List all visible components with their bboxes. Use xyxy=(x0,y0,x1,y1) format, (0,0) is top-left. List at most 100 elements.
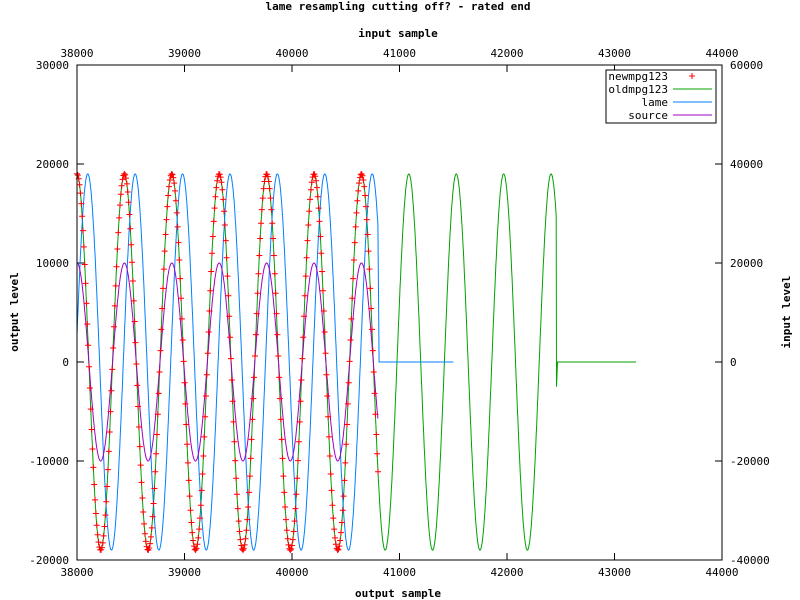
newmpg123-point xyxy=(150,500,157,507)
newmpg123-point xyxy=(306,208,313,215)
newmpg123-point xyxy=(165,192,172,199)
x2-tick-label: 41000 xyxy=(383,47,416,60)
newmpg123-point xyxy=(240,545,247,552)
newmpg123-point xyxy=(313,184,320,191)
newmpg123-point xyxy=(338,519,345,526)
newmpg123-point xyxy=(195,534,202,541)
newmpg123-point xyxy=(229,398,236,405)
newmpg123-point xyxy=(99,539,106,546)
newmpg123-point xyxy=(125,199,132,206)
newmpg123-point xyxy=(329,502,336,509)
newmpg123-point xyxy=(259,195,266,202)
plot-area xyxy=(74,170,636,554)
newmpg123-point xyxy=(111,302,118,309)
newmpg123-point xyxy=(123,180,130,187)
newmpg123-point xyxy=(104,483,111,490)
newmpg123-point xyxy=(86,363,93,370)
newmpg123-point xyxy=(210,218,217,225)
newmpg123-point xyxy=(166,183,173,190)
newmpg123-point xyxy=(280,473,287,480)
newmpg123-point xyxy=(174,223,181,230)
newmpg123-point xyxy=(186,493,193,500)
newmpg123-point xyxy=(334,547,341,554)
newmpg123-point xyxy=(102,512,109,519)
newmpg123-point xyxy=(148,524,155,531)
newmpg123-point xyxy=(347,336,354,343)
newmpg123-point xyxy=(113,263,120,270)
legend-label-newmpg123: newmpg123 xyxy=(608,70,668,83)
newmpg123-point xyxy=(252,331,259,338)
newmpg123-point xyxy=(157,347,164,354)
newmpg123-point xyxy=(282,503,289,510)
newmpg123-point xyxy=(84,321,91,328)
newmpg123-point xyxy=(362,192,369,199)
newmpg123-point xyxy=(268,206,275,213)
newmpg123-point xyxy=(172,187,179,194)
x2-tick-label: 40000 xyxy=(275,47,308,60)
newmpg123-point xyxy=(290,528,297,535)
newmpg123-point xyxy=(289,542,295,549)
newmpg123-point xyxy=(163,216,170,223)
y-tick-label: -10000 xyxy=(29,455,69,468)
newmpg123-point xyxy=(366,266,373,273)
x-tick-label: 41000 xyxy=(383,566,416,579)
y-tick-label: 30000 xyxy=(36,59,69,72)
newmpg123-point xyxy=(197,502,204,509)
newmpg123-point xyxy=(106,428,113,435)
newmpg123-point xyxy=(199,470,206,477)
newmpg123-point xyxy=(153,450,160,457)
newmpg123-point xyxy=(246,473,253,480)
newmpg123-point xyxy=(312,173,319,180)
newmpg123-point xyxy=(149,513,156,520)
newmpg123-point xyxy=(294,475,301,482)
newmpg123-point xyxy=(318,250,325,257)
newmpg123-point xyxy=(85,342,92,349)
newmpg123-point xyxy=(322,350,329,357)
newmpg123-point xyxy=(285,541,292,548)
x2-tick-label: 43000 xyxy=(598,47,631,60)
newmpg123-point xyxy=(331,526,338,533)
newmpg123-point xyxy=(122,171,129,178)
newmpg123-point xyxy=(92,496,99,503)
newmpg123-point xyxy=(180,358,187,365)
newmpg123-point xyxy=(320,308,327,315)
newmpg123-point xyxy=(323,371,330,378)
newmpg123-point xyxy=(292,505,299,512)
legend: newmpg123 oldmpg123 lame source xyxy=(605,69,717,124)
x2-tick-label: 44000 xyxy=(705,47,738,60)
newmpg123-point xyxy=(270,235,277,242)
newmpg123-point xyxy=(179,336,186,343)
newmpg123-point xyxy=(363,216,370,223)
newmpg123-point xyxy=(110,344,117,351)
newmpg123-point xyxy=(345,379,352,386)
newmpg123-point xyxy=(110,323,117,330)
newmpg123-point xyxy=(233,491,240,498)
newmpg123-point xyxy=(172,197,179,204)
newmpg123-point xyxy=(245,503,252,510)
newmpg123-point xyxy=(152,468,159,475)
newmpg123-point xyxy=(251,374,258,381)
newmpg123-point xyxy=(246,489,252,496)
newmpg123-point xyxy=(350,275,357,282)
newmpg123-point xyxy=(178,295,185,302)
newmpg123-point xyxy=(276,374,283,381)
newmpg123-point xyxy=(112,282,119,289)
x2-tick-label: 39000 xyxy=(168,47,201,60)
newmpg123-point xyxy=(156,369,163,376)
newmpg123-point xyxy=(350,256,357,263)
newmpg123-point xyxy=(221,208,228,215)
y2-tick-label: 20000 xyxy=(730,257,763,270)
x-axis-label: output sample xyxy=(355,587,441,600)
newmpg123-point xyxy=(271,270,278,277)
newmpg123-point xyxy=(154,411,161,418)
newmpg123-point xyxy=(369,347,376,354)
x-tick-label: 40000 xyxy=(275,566,308,579)
newmpg123-point xyxy=(242,535,249,542)
y-tick-label: 10000 xyxy=(36,257,69,270)
newmpg123-point xyxy=(151,485,158,492)
newmpg123-point xyxy=(209,233,216,240)
newmpg123-point xyxy=(128,241,135,248)
newmpg123-point xyxy=(360,177,367,184)
newmpg123-point xyxy=(368,305,375,312)
chart-title: lame resampling cutting off? - rated end xyxy=(266,0,531,13)
